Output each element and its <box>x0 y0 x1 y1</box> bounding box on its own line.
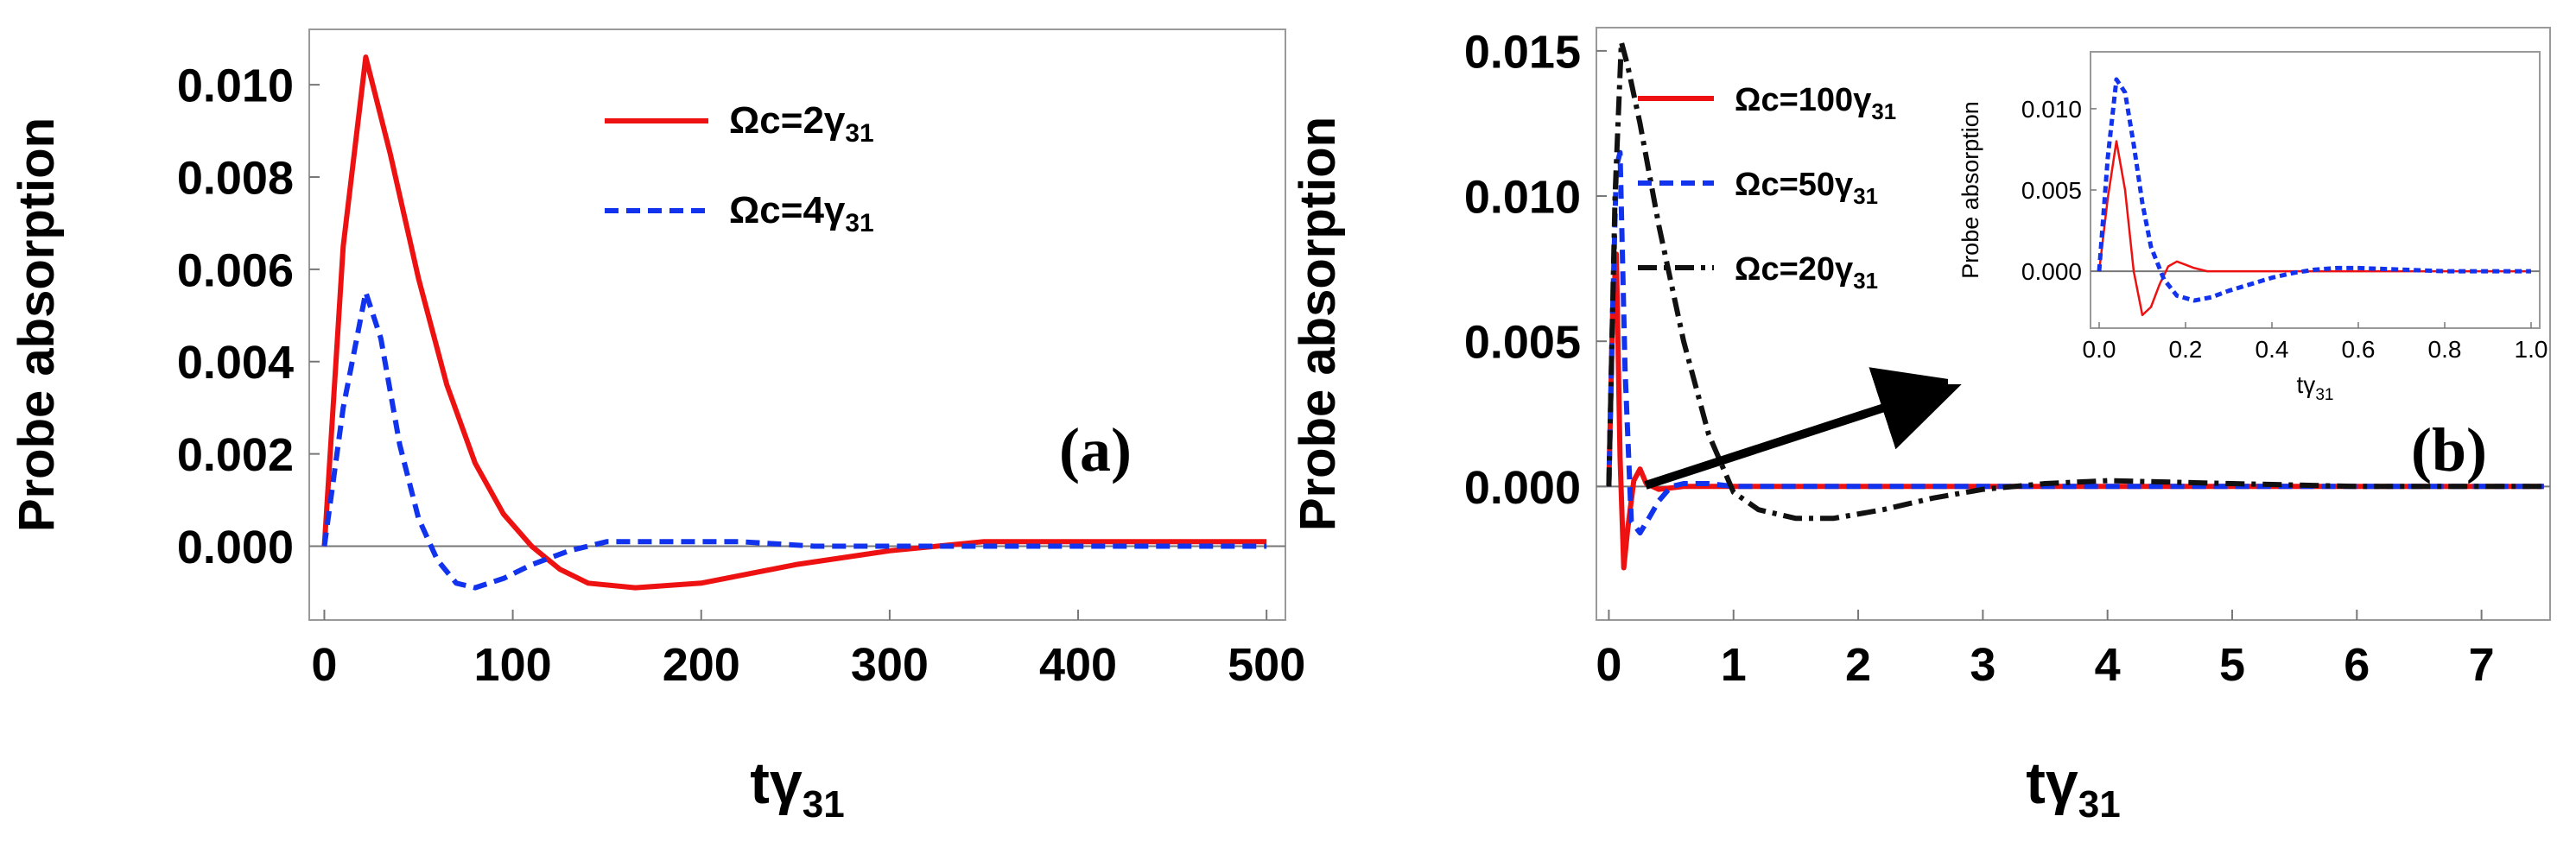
inset-x-tick-label: 0.2 <box>2169 336 2203 363</box>
inset-x-tick-label: 0.8 <box>2428 336 2462 363</box>
series-line-0 <box>321 54 1267 591</box>
chart-b-frame <box>1596 27 2551 621</box>
legend-label-0: Ωc=2γ31 <box>729 99 874 148</box>
series-line-1 <box>321 289 1267 591</box>
chart-b-panel-label: (b) <box>2411 415 2487 484</box>
legend-label-1: Ωc=4γ31 <box>729 189 874 237</box>
chart-b-ylabel: Probe absorption <box>1290 117 1346 531</box>
series-line-2 <box>1606 39 2544 522</box>
chart-b-xlabel: tγ31 <box>2026 750 2120 826</box>
inset-y-tick-label: 0.005 <box>2021 177 2082 204</box>
x-tick-label: 3 <box>1970 639 1995 691</box>
x-tick-label: 2 <box>1845 639 1871 691</box>
x-tick-label: 6 <box>2344 639 2370 691</box>
chart-a-xlabel: tγ31 <box>750 750 844 826</box>
chart-a: 0 100 200 300 400 500 0.000 0.002 0.004 0.006 0.00… <box>9 28 1305 826</box>
series-line-0 <box>1606 251 2544 571</box>
inset-y-tick-label: 0.000 <box>2021 258 2082 285</box>
x-tick-label: 400 <box>1039 639 1117 691</box>
y-tick-label: 0.005 <box>1464 317 1581 369</box>
y-tick-label: 0.000 <box>1464 462 1581 514</box>
inset-x-tick-label: 0.4 <box>2256 336 2289 363</box>
legend-label-0: Ωc=100γ31 <box>1735 82 1896 124</box>
inset-x-tick-label: 0.0 <box>2083 336 2116 363</box>
inset-xlabel: tγ31 <box>2297 371 2334 404</box>
x-tick-label: 7 <box>2469 639 2495 691</box>
y-tick-label: 0.004 <box>177 337 294 389</box>
y-tick-label: 0.008 <box>177 152 294 204</box>
x-tick-label: 0 <box>311 639 337 691</box>
y-tick-label: 0.015 <box>1464 26 1581 78</box>
inset-series-line-1 <box>2097 77 2531 303</box>
chart-b-inset: 0.0 0.2 0.4 0.6 0.8 1.0 0.000 0.005 0.010 Probe … <box>1948 43 2548 404</box>
chart-a-ylabel: Probe absorption <box>9 117 65 532</box>
x-tick-label: 100 <box>474 639 552 691</box>
x-tick-label: 1 <box>1721 639 1747 691</box>
inset-series-line-0 <box>2097 140 2531 317</box>
y-tick-label: 0.000 <box>177 522 294 573</box>
chart-b: 0 1 2 3 4 5 6 7 0.000 0.005 0.010 0.015 Probe absor… <box>1290 26 2551 826</box>
chart-b-legend: Ωc=100γ31 Ωc=50γ31 Ωc=20γ31 <box>1638 82 1896 294</box>
chart-a-panel-label: (a) <box>1059 415 1132 484</box>
chart-a-frame <box>308 28 1286 621</box>
x-tick-label: 500 <box>1228 639 1305 691</box>
inset-y-tick-label: 0.010 <box>2021 96 2082 123</box>
inset-x-tick-label: 0.6 <box>2342 336 2376 363</box>
series-line-1 <box>1606 149 2544 536</box>
y-tick-label: 0.010 <box>177 60 294 112</box>
x-tick-label: 4 <box>2095 639 2121 691</box>
chart-a-legend: Ωc=2γ31 Ωc=4γ31 <box>605 99 874 237</box>
y-tick-label: 0.002 <box>177 429 294 481</box>
x-tick-label: 300 <box>851 639 929 691</box>
legend-label-1: Ωc=50γ31 <box>1735 167 1878 209</box>
inset-ylabel: Probe absorption <box>1957 101 1983 279</box>
inset-x-tick-label: 1.0 <box>2515 336 2548 363</box>
x-tick-label: 200 <box>663 639 740 691</box>
inset-pointer-arrow <box>1644 367 1965 490</box>
x-tick-label: 5 <box>2219 639 2245 691</box>
legend-label-2: Ωc=20γ31 <box>1735 251 1878 294</box>
y-tick-label: 0.010 <box>1464 171 1581 223</box>
x-tick-label: 0 <box>1596 639 1621 691</box>
y-tick-label: 0.006 <box>177 244 294 296</box>
